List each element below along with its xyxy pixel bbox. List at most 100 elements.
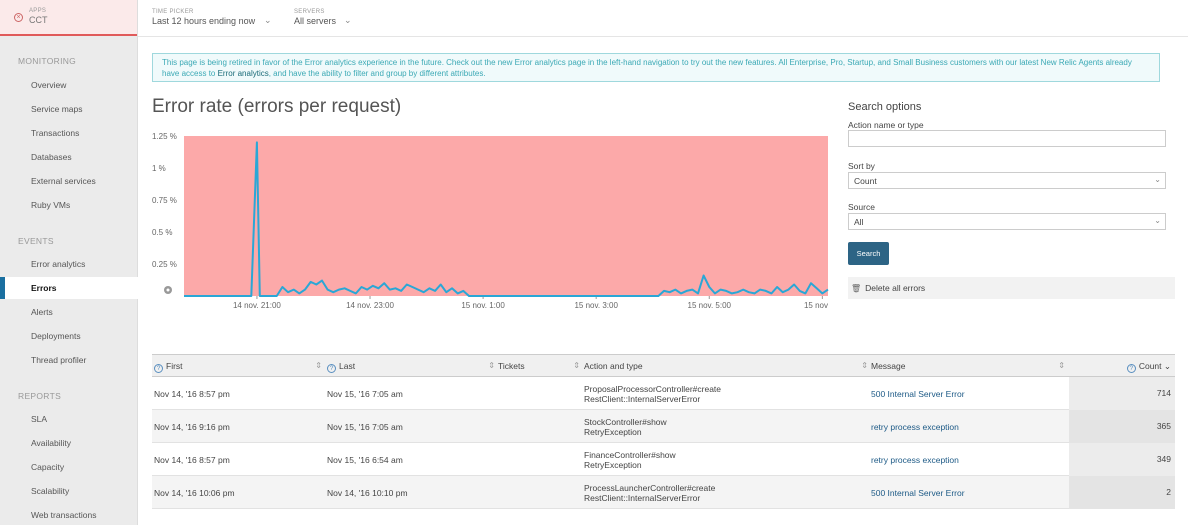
nav-web-transactions[interactable]: Web transactions [31, 510, 97, 520]
header-count[interactable]: ? Count ⌄ [1069, 355, 1175, 377]
action-name-label: Action name or type [848, 120, 924, 130]
nav-errors[interactable]: Errors [0, 277, 139, 299]
error-rate-chart: 1.25 % 1 % 0.75 % 0.5 % 0.25 % 14 nov. 21:00 1… [152, 128, 832, 318]
cell-message-link[interactable]: 500 Internal Server Error [871, 388, 965, 399]
header-message[interactable]: Message ⇕ [871, 355, 1067, 377]
cell-message-link[interactable]: 500 Internal Server Error [871, 487, 965, 498]
table-row[interactable]: Nov 14, '16 8:57 pm Nov 15, '16 7:05 am … [152, 377, 1175, 410]
nav-external-services[interactable]: External services [31, 176, 96, 186]
sort-by-label: Sort by [848, 161, 875, 171]
nav-transactions[interactable]: Transactions [31, 128, 80, 138]
header-action[interactable]: Action and type ⇕ [584, 355, 870, 377]
servers-label: SERVERS [294, 9, 325, 15]
chart-marker-icon-center [166, 288, 170, 292]
sort-by-value: Count [854, 176, 877, 186]
cell-message-link[interactable]: retry process exception [871, 421, 959, 432]
chart-title: Error rate (errors per request) [152, 96, 402, 117]
search-options-title: Search options [848, 101, 922, 113]
cell-count: 349 [1069, 443, 1175, 476]
errors-table: ? First ⇕ ? Last ⇕ Tickets ⇕ Action and type ⇕… [152, 354, 1175, 509]
cell-last: Nov 15, '16 6:54 am [327, 454, 403, 465]
y-tick-label: 1 % [152, 164, 166, 173]
search-button[interactable]: Search [848, 242, 889, 265]
action-name: ProcessLauncherController#create [584, 482, 716, 493]
help-icon[interactable]: ? [1126, 364, 1136, 373]
nav-scalability[interactable]: Scalability [31, 486, 70, 496]
cell-count: 2 [1069, 476, 1175, 509]
y-tick-label: 0.5 % [152, 228, 172, 237]
header-tickets-label: Tickets [498, 361, 525, 371]
nav-capacity[interactable]: Capacity [31, 462, 65, 472]
cell-action: ProposalProcessorController#create RestCl… [584, 377, 721, 410]
cell-first: Nov 14, '16 8:57 pm [154, 454, 230, 465]
cell-action: ProcessLauncherController#create RestClie… [584, 476, 715, 509]
nav-alerts[interactable]: Alerts [31, 307, 53, 317]
section-events: EVENTS [18, 236, 54, 246]
nav-overview[interactable]: Overview [31, 80, 67, 90]
cell-action: FinanceController#show RetryException [584, 443, 676, 476]
chevron-down-icon: ⌄ [1154, 216, 1161, 225]
cell-count: 365 [1069, 410, 1175, 443]
servers-picker[interactable]: SERVERS All servers ⌄ [294, 9, 356, 26]
cell-message-link[interactable]: retry process exception [871, 454, 959, 465]
chevron-down-icon: ⌄ [344, 15, 352, 25]
time-picker[interactable]: TIME PICKER Last 12 hours ending now ⌄ [152, 9, 274, 26]
action-name: StockController#show [584, 416, 667, 427]
action-type: RetryException [584, 426, 642, 437]
x-tick-label: 14 nov. 21:00 [233, 301, 281, 310]
action-type: RestClient::InternalServerError [584, 393, 701, 404]
section-monitoring: MONITORING [18, 56, 77, 66]
table-row[interactable]: Nov 14, '16 10:06 pm Nov 14, '16 10:10 p… [152, 476, 1175, 509]
nav-error-analytics[interactable]: Error analytics [31, 259, 86, 269]
nav-availability[interactable]: Availability [31, 438, 72, 448]
nav-service-maps[interactable]: Service maps [31, 104, 83, 114]
header-count-label: Count [1138, 361, 1162, 371]
source-label: Source [848, 202, 875, 212]
sort-icon: ⇕ [1058, 361, 1065, 370]
sort-icon: ⇕ [861, 361, 868, 370]
chevron-down-icon: ⌄ [264, 15, 272, 25]
header-tickets[interactable]: Tickets ⇕ [498, 355, 582, 377]
nav-ruby-vms[interactable]: Ruby VMs [31, 200, 71, 210]
cell-count: 714 [1069, 377, 1175, 410]
notice-text: This page is being retired in favor of t… [162, 58, 1132, 78]
source-select[interactable]: All ⌄ [848, 213, 1166, 230]
header-first-label: First [166, 361, 183, 371]
sort-by-select[interactable]: Count ⌄ [848, 172, 1166, 189]
help-icon[interactable]: ? [327, 364, 336, 373]
top-bar: TIME PICKER Last 12 hours ending now ⌄ S… [138, 0, 1188, 37]
table-header: ? First ⇕ ? Last ⇕ Tickets ⇕ Action and type ⇕… [152, 354, 1175, 377]
table-row[interactable]: Nov 14, '16 9:16 pm Nov 15, '16 7:05 am … [152, 410, 1175, 443]
nav-sla[interactable]: SLA [31, 414, 48, 424]
x-tick-label: 15 nov. 3:00 [574, 301, 618, 310]
app-error-icon: × [14, 13, 23, 22]
cell-action: StockController#show RetryException [584, 410, 667, 443]
cell-first: Nov 14, '16 9:16 pm [154, 421, 230, 432]
nav-databases[interactable]: Databases [31, 152, 72, 162]
app-label: APPS [29, 8, 47, 14]
header-last-label: Last [339, 361, 356, 371]
action-name: FinanceController#show [584, 449, 676, 460]
notice-text-end: , and have the ability to filter and gro… [268, 69, 486, 78]
y-tick-label: 1.25 % [152, 132, 177, 141]
header-first[interactable]: ? First ⇕ [154, 355, 324, 377]
sort-icon: ⇕ [315, 361, 322, 370]
delete-all-errors-button[interactable]: 🗑 Delete all errors [848, 277, 1175, 299]
action-type: RestClient::InternalServerError [584, 492, 701, 503]
table-row[interactable]: Nov 14, '16 8:57 pm Nov 15, '16 6:54 am … [152, 443, 1175, 476]
sidebar: × APPS CCT MONITORING Overview Service m… [0, 0, 139, 525]
help-icon[interactable]: ? [154, 364, 163, 373]
nav-deployments[interactable]: Deployments [31, 331, 81, 341]
cell-first: Nov 14, '16 8:57 pm [154, 388, 230, 399]
retirement-notice: This page is being retired in favor of t… [152, 53, 1160, 82]
nav-thread-profiler[interactable]: Thread profiler [31, 355, 87, 365]
y-tick-label: 0.75 % [152, 196, 177, 205]
delete-all-errors-label: Delete all errors [865, 283, 926, 293]
action-type: RetryException [584, 459, 642, 470]
header-last[interactable]: ? Last ⇕ [327, 355, 497, 377]
app-switcher[interactable]: × APPS CCT [0, 0, 137, 36]
section-reports: REPORTS [18, 391, 62, 401]
chevron-down-icon: ⌄ [1154, 175, 1161, 184]
action-name-input[interactable] [848, 130, 1166, 147]
error-analytics-link[interactable]: Error analytics [217, 69, 269, 78]
